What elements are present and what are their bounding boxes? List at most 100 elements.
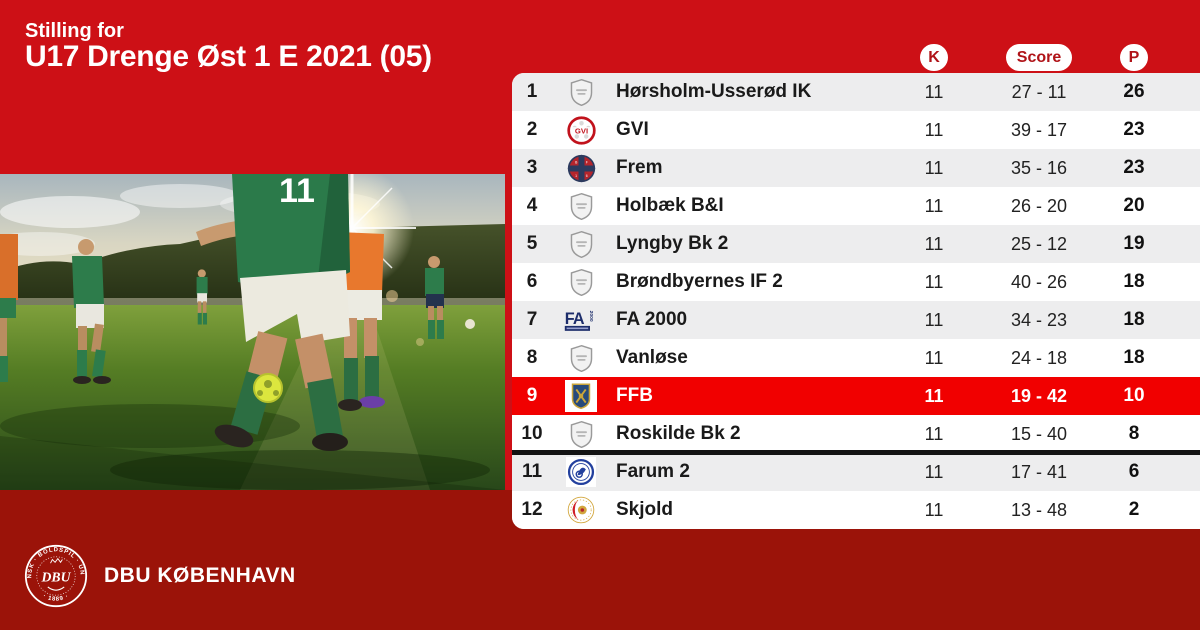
matches-cell: 11 [924, 461, 944, 482]
relegation-divider [512, 450, 1200, 455]
points-cell: 19 [1123, 233, 1145, 254]
points-cell: 26 [1123, 81, 1145, 102]
club-logo [552, 377, 610, 415]
title-eyebrow: Stilling for [25, 20, 124, 42]
crest-monogram: DBU [41, 569, 72, 584]
club-name: Frem [616, 157, 663, 178]
matches-cell: 11 [924, 81, 944, 102]
match-photo: 11 [0, 162, 505, 490]
matches-cell: 11 [924, 119, 944, 140]
club-name: Brøndbyernes IF 2 [616, 271, 783, 292]
svg-text:B: B [575, 160, 578, 164]
svg-text:1: 1 [575, 174, 577, 178]
points-cell: 6 [1128, 461, 1140, 482]
club-name: Holbæk B&I [616, 195, 724, 216]
position-cell: 7 [526, 309, 538, 330]
crest-arc-bottom: · 1889 · [42, 593, 70, 602]
table-row: 12 Skjold 11 13 - 48 2 [512, 491, 1200, 529]
player-right [425, 256, 444, 339]
club-name: Farum 2 [616, 461, 690, 482]
club-logo: GVI [552, 111, 610, 149]
player-distant [196, 269, 208, 325]
position-cell: 1 [526, 81, 538, 102]
table-row: 11 Farum 2 11 17 - 41 6 [512, 453, 1200, 491]
club-name: GVI [616, 119, 649, 140]
svg-text:· 1889 ·: · 1889 · [42, 593, 70, 602]
club-logo [552, 187, 610, 225]
club-logo [552, 73, 610, 111]
score-cell: 17 - 41 [1010, 461, 1068, 482]
football [253, 373, 283, 403]
points-cell: 18 [1123, 271, 1145, 292]
brand-name: DBU KØBENHAVN [104, 564, 296, 587]
standings-table: 1 Hørsholm-Usserød IK 11 27 - 11 26 2 GV… [512, 73, 1200, 529]
score-cell: 39 - 17 [1010, 119, 1068, 140]
match-photo-illustration: 11 [0, 162, 505, 490]
score-cell: 26 - 20 [1010, 195, 1068, 216]
matches-cell: 11 [924, 195, 944, 216]
position-cell: 10 [521, 423, 543, 444]
position-cell: 12 [521, 499, 543, 520]
position-cell: 11 [521, 461, 543, 482]
club-name: FA 2000 [616, 309, 688, 330]
matches-cell: 11 [924, 423, 944, 444]
position-cell: 6 [526, 271, 538, 292]
score-cell: 34 - 23 [1010, 309, 1068, 330]
position-cell: 8 [526, 347, 538, 368]
dbu-crest-icon: DANSK · BOLDSPIL · UNION · 1889 · DBU [24, 544, 88, 608]
table-row-highlighted: 9 FFB 11 19 - 42 10 [512, 377, 1200, 415]
page-title: U17 Drenge Øst 1 E 2021 (05) [25, 40, 432, 73]
club-name: Roskilde Bk 2 [616, 423, 741, 444]
points-cell: 23 [1123, 119, 1145, 140]
points-cell: 2 [1128, 499, 1140, 520]
score-cell: 40 - 26 [1010, 271, 1068, 292]
club-name: Hørsholm-Usserød IK [616, 81, 812, 102]
points-cell: 10 [1123, 385, 1145, 406]
matches-cell: 11 [924, 157, 944, 178]
score-cell: 13 - 48 [1010, 499, 1068, 520]
svg-text:FA: FA [565, 310, 585, 328]
points-cell: 23 [1123, 157, 1145, 178]
points-cell: 20 [1123, 195, 1145, 216]
score-cell: 27 - 11 [1011, 81, 1067, 102]
club-name: Lyngby Bk 2 [616, 233, 729, 254]
svg-text:GVI: GVI [574, 126, 587, 135]
table-row: 10 Roskilde Bk 2 11 15 - 40 8 [512, 415, 1200, 453]
table-row: 4 Holbæk B&I 11 26 - 20 20 [512, 187, 1200, 225]
player-left [72, 239, 111, 384]
score-cell: 24 - 18 [1010, 347, 1068, 368]
club-logo [552, 339, 610, 377]
column-header-p: P [1120, 44, 1148, 71]
table-row: 6 Brøndbyernes IF 2 11 40 - 26 18 [512, 263, 1200, 301]
column-header-k: K [920, 44, 948, 71]
table-row: 8 Vanløse 11 24 - 18 18 [512, 339, 1200, 377]
points-cell: 18 [1123, 309, 1145, 330]
table-row: 5 Lyngby Bk 2 11 25 - 12 19 [512, 225, 1200, 263]
jersey-number: 11 [279, 174, 315, 210]
club-logo [552, 225, 610, 263]
score-cell: 35 - 16 [1010, 157, 1068, 178]
distant-ball [465, 319, 475, 329]
club-logo: FA 2000 [552, 301, 610, 339]
position-cell: 9 [526, 385, 538, 406]
matches-cell: 11 [924, 271, 944, 292]
position-cell: 2 [526, 119, 538, 140]
club-name: Skjold [616, 499, 674, 520]
club-logo [552, 415, 610, 453]
matches-cell: 11 [924, 385, 944, 406]
club-name: FFB [616, 385, 653, 406]
position-cell: 5 [526, 233, 538, 254]
column-header-score: Score [1006, 44, 1072, 71]
score-cell: 25 - 12 [1010, 233, 1068, 254]
club-logo: B F 1 6 [552, 149, 610, 187]
footer-brand: DANSK · BOLDSPIL · UNION · 1889 · DBU DB… [24, 544, 296, 608]
club-logo [552, 491, 610, 529]
points-cell: 8 [1128, 423, 1140, 444]
matches-cell: 11 [924, 499, 944, 520]
svg-text:F: F [585, 160, 587, 164]
club-logo [552, 263, 610, 301]
score-cell: 15 - 40 [1010, 423, 1068, 444]
position-cell: 4 [526, 195, 538, 216]
matches-cell: 11 [924, 347, 944, 368]
